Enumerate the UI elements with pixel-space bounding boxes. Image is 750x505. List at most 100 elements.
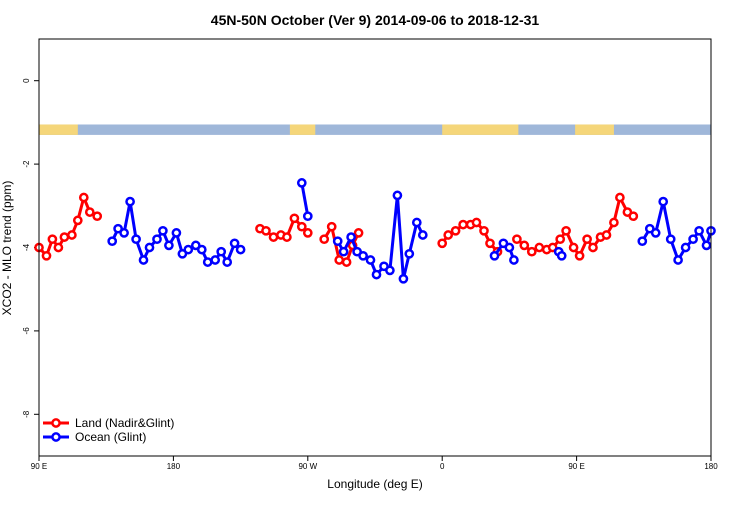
legend: Land (Nadir&Glint)Ocean (Glint) — [43, 416, 174, 444]
land-band — [289, 124, 316, 135]
x-tick-label: 90 W — [298, 462, 317, 471]
data-point — [588, 242, 598, 253]
data-point — [302, 228, 313, 238]
data-point — [392, 190, 403, 201]
data-point — [561, 225, 571, 236]
series-layer — [34, 178, 716, 284]
data-point — [582, 234, 592, 245]
data-point — [183, 244, 194, 255]
data-point — [235, 244, 246, 255]
x-tick-label: 0 — [440, 462, 445, 471]
legend-label: Land (Nadir&Glint) — [75, 416, 174, 430]
x-axis-label: Longitude (deg E) — [327, 477, 422, 491]
data-point — [92, 211, 103, 222]
series-line — [300, 182, 310, 217]
data-point — [268, 232, 279, 242]
data-point — [365, 255, 376, 265]
data-point — [637, 236, 648, 247]
plot-frame — [38, 38, 712, 457]
data-point — [210, 255, 221, 265]
y-tick-label: -8 — [22, 410, 31, 418]
data-point — [302, 211, 313, 222]
data-point — [385, 265, 395, 276]
data-point — [119, 228, 129, 238]
data-point — [512, 234, 522, 245]
axis-ticks: 90 E 180 90 W 0 90 E 180 0 -2 -4 -6 -8 — [22, 78, 718, 471]
data-point — [202, 257, 213, 267]
data-point — [504, 242, 515, 253]
data-point — [144, 242, 155, 253]
data-point — [658, 196, 669, 207]
data-point — [131, 234, 141, 245]
data-point — [568, 242, 579, 253]
data-point — [222, 257, 233, 267]
x-tick-label: 90 E — [31, 462, 47, 471]
data-point — [171, 228, 182, 238]
data-point — [346, 232, 356, 242]
data-point — [332, 236, 343, 247]
x-tick-label: 90 E — [568, 462, 584, 471]
data-point — [650, 228, 661, 238]
data-point — [665, 234, 676, 245]
data-point — [47, 234, 58, 245]
data-point — [158, 225, 168, 236]
data-point — [296, 178, 307, 188]
data-point — [443, 230, 454, 240]
data-point — [485, 238, 495, 249]
data-point — [489, 250, 500, 261]
land-band — [39, 124, 78, 135]
data-point — [398, 273, 409, 284]
data-point — [688, 234, 698, 245]
data-point — [556, 250, 567, 261]
data-point — [341, 257, 352, 267]
data-point — [417, 230, 428, 240]
data-point — [107, 236, 118, 247]
y-tick-label: -4 — [22, 243, 31, 251]
data-point — [371, 269, 382, 280]
ocean-band — [39, 124, 711, 135]
data-point — [609, 217, 619, 228]
data-point — [138, 255, 149, 265]
data-point — [509, 255, 519, 265]
data-point — [216, 246, 227, 257]
data-point — [534, 242, 545, 253]
legend-label: Ocean (Glint) — [75, 430, 146, 444]
data-point — [229, 238, 240, 249]
data-point — [125, 196, 135, 207]
data-point — [84, 207, 95, 217]
data-point — [334, 255, 345, 265]
data-point — [358, 250, 368, 261]
data-point — [67, 230, 77, 240]
data-point — [261, 225, 271, 236]
data-point — [78, 192, 89, 203]
x-tick-label: 180 — [167, 462, 181, 471]
data-point — [471, 217, 482, 228]
chart-title: 45N-50N October (Ver 9) 2014-09-06 to 20… — [211, 12, 540, 28]
data-point — [152, 234, 162, 245]
data-point — [72, 215, 83, 226]
data-point — [601, 230, 612, 240]
data-point — [615, 192, 625, 203]
data-point — [458, 219, 468, 230]
data-point — [296, 221, 307, 232]
series-ocean — [107, 178, 716, 284]
legend-marker — [51, 418, 61, 428]
data-point — [41, 250, 52, 261]
land-band — [575, 124, 614, 135]
data-point — [282, 232, 292, 242]
y-tick-label: 0 — [22, 78, 31, 83]
legend-marker — [51, 432, 61, 442]
land-ocean-strip — [39, 124, 711, 135]
data-point — [519, 240, 530, 251]
data-point — [319, 234, 330, 245]
data-point — [628, 211, 639, 222]
data-point — [404, 248, 415, 259]
data-point — [59, 232, 70, 242]
y-axis-label: XCO2 - MLO trend (ppm) — [0, 181, 14, 316]
data-point — [326, 221, 337, 232]
data-point — [437, 238, 448, 249]
data-point — [196, 244, 207, 255]
data-point — [338, 246, 349, 257]
y-tick-label: -6 — [22, 327, 31, 335]
